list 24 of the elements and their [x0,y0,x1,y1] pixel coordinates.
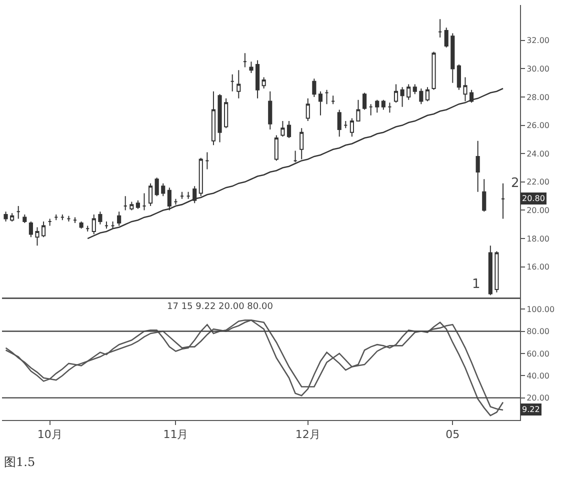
caption: 图1.5 [4,455,36,469]
x-tick-label: 11月 [163,428,188,442]
text: 2 [511,176,520,191]
y-tick-label: 20.00 [526,394,550,403]
y-tick-label: 80.00 [526,327,550,336]
text: 20.80 [522,194,545,203]
y-tick-label: 20.00 [526,206,550,216]
y-tick-label: 26.00 [526,121,550,130]
y-tick-label: 16.00 [526,262,550,272]
y-tick-label: 30.00 [526,64,550,74]
y-tick-label: 24.00 [526,149,550,158]
x-tick-label: 12月 [295,428,320,442]
y-tick-label: 100.00 [526,304,555,314]
y-tick-label: 40.00 [526,371,550,380]
y-tick-label: 60.00 [526,349,550,358]
x-tick-label: 05 [446,428,460,442]
x-tick-label: 10月 [37,428,62,442]
annotation: 1 [472,277,480,292]
y-tick-label: 28.00 [526,92,550,102]
y-tick-label: 18.00 [526,234,550,244]
y-tick-label: 22.00 [526,178,550,187]
text: 9.22 [522,405,540,414]
y-tick-label: 32.00 [526,36,550,46]
text: 17 15 9.22 20.00 80.00 [167,302,274,312]
